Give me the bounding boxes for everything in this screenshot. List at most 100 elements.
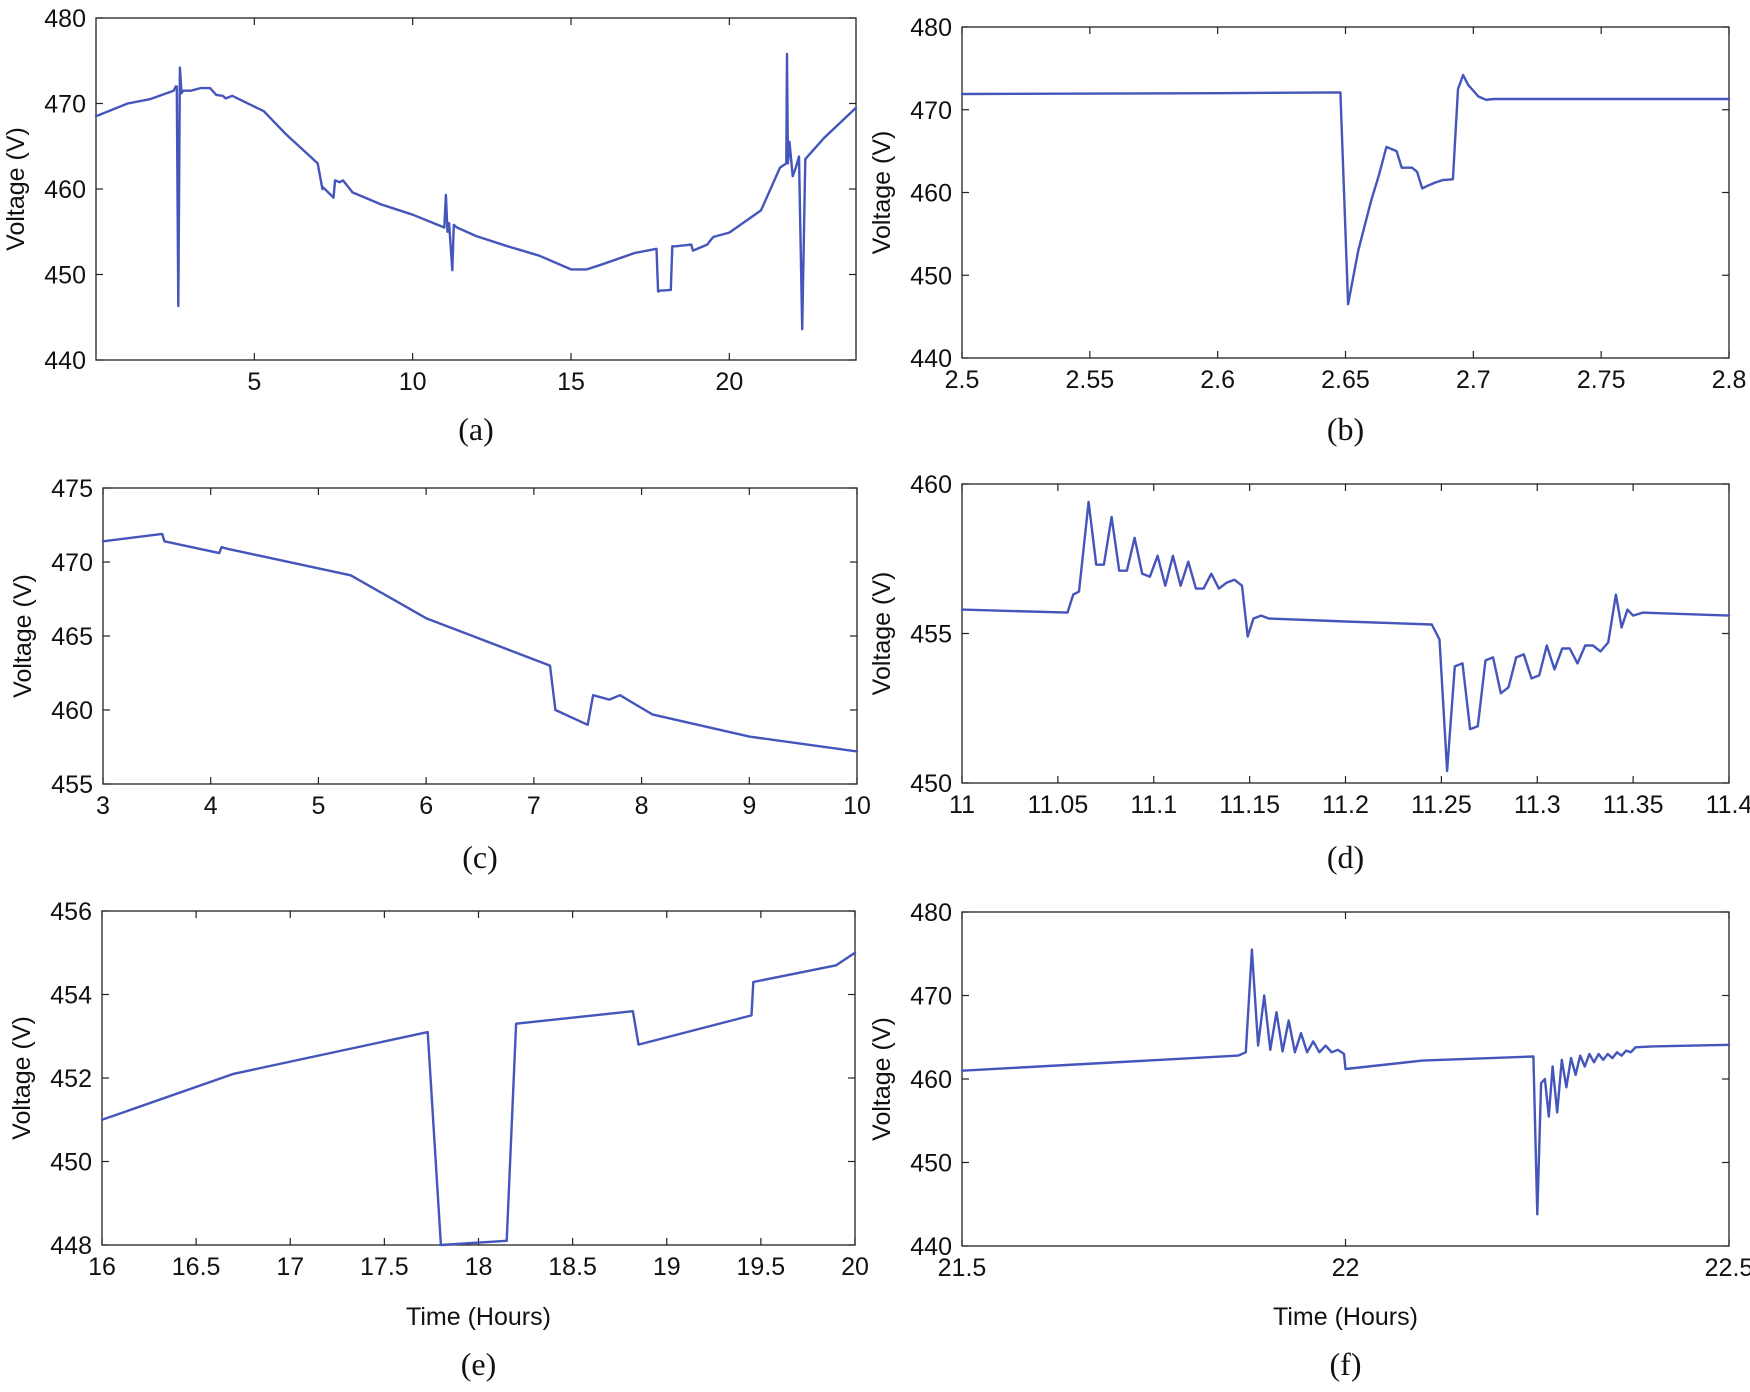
panel-label-a: (a) [458, 411, 494, 447]
x-tick-label: 10 [399, 368, 427, 396]
y-axis-label: Voltage (V) [2, 127, 30, 251]
x-tick-label: 9 [742, 792, 756, 820]
chart-panel-f: 21.5 22 22.5 440 450 460 470 480 Voltage (V) Time… [868, 899, 1750, 1382]
chart-panel-e: 16 16.5 17 17.5 18 18.5 19 19.5 20 448 450 452 454 45… [8, 898, 869, 1382]
y-tick-label: 455 [51, 771, 93, 799]
series-line-b [960, 73, 1731, 306]
x-axis-label: Time (Hours) [1273, 1303, 1418, 1331]
chart-panel-c: 3 4 5 6 7 8 9 10 455 460 465 470 475 Voltage (V) (c) [9, 475, 871, 875]
y-axis-label: Voltage (V) [868, 131, 896, 255]
y-tick-label: 456 [50, 898, 92, 926]
x-tick-label: 6 [419, 792, 433, 820]
y-tick-label: 470 [910, 97, 952, 125]
y-tick-label: 470 [51, 549, 93, 577]
x-tick-label: 2.75 [1577, 366, 1626, 394]
y-tick-label: 440 [44, 347, 86, 375]
series-line-d [960, 500, 1731, 773]
x-tick-label: 19.5 [737, 1253, 786, 1281]
x-tick-label: 2.8 [1712, 366, 1747, 394]
x-tick-label: 3 [96, 792, 110, 820]
plot-frame [961, 911, 1730, 1247]
x-tick-label: 11.35 [1603, 791, 1664, 819]
plot-frame [102, 487, 858, 785]
y-tick-label: 440 [910, 1233, 952, 1261]
x-tick-label: 11.15 [1219, 791, 1280, 819]
x-tick-label: 8 [635, 792, 649, 820]
y-tick-label: 450 [910, 262, 952, 290]
plot-frame [101, 910, 856, 1246]
y-tick-label: 450 [50, 1149, 92, 1177]
plot-frame [961, 483, 1730, 784]
x-tick-label: 18 [465, 1253, 493, 1281]
x-tick-label: 11 [949, 791, 975, 819]
x-tick-label: 2.55 [1065, 366, 1114, 394]
y-tick-label: 454 [50, 982, 92, 1010]
x-tick-label: 16.5 [172, 1253, 221, 1281]
x-tick-label: 2.6 [1200, 366, 1235, 394]
panel-label-c: (c) [462, 839, 498, 875]
x-tick-label: 21.5 [938, 1254, 987, 1282]
x-tick-label: 15 [557, 368, 585, 396]
x-tick-label: 5 [247, 368, 261, 396]
series-line-f [960, 948, 1731, 1216]
x-tick-label: 20 [841, 1253, 869, 1281]
x-tick-label: 16 [88, 1253, 116, 1281]
y-axis-label: Voltage (V) [868, 572, 896, 696]
x-axis-label: Time (Hours) [406, 1303, 551, 1331]
panel-label-e: (e) [461, 1346, 497, 1382]
x-tick-label: 18.5 [548, 1253, 597, 1281]
y-axis-label: Voltage (V) [9, 574, 37, 698]
x-tick-label: 5 [311, 792, 325, 820]
x-tick-label: 4 [204, 792, 218, 820]
series-line-a [94, 52, 858, 331]
x-tick-label: 11.05 [1028, 791, 1089, 819]
y-tick-label: 475 [51, 475, 93, 503]
panel-label-b: (b) [1327, 411, 1364, 447]
chart-panel-d: 11 11.05 11.1 11.15 11.2 11.25 11.3 11.35 11.4 45… [868, 471, 1750, 875]
plot-frame [95, 17, 857, 361]
y-tick-label: 470 [910, 983, 952, 1011]
series-line-e [100, 951, 857, 1247]
x-tick-label: 2.65 [1321, 366, 1370, 394]
x-tick-label: 2.7 [1456, 366, 1491, 394]
x-tick-label: 17.5 [360, 1253, 409, 1281]
x-tick-label: 17 [276, 1253, 304, 1281]
x-tick-label: 19 [653, 1253, 681, 1281]
y-tick-label: 448 [50, 1232, 92, 1260]
y-tick-label: 450 [910, 770, 952, 798]
x-tick-label: 10 [843, 792, 871, 820]
y-tick-label: 452 [50, 1065, 92, 1093]
y-axis-label: Voltage (V) [8, 1016, 36, 1140]
y-tick-label: 470 [44, 91, 86, 119]
x-tick-label: 22 [1332, 1254, 1360, 1282]
y-tick-label: 460 [910, 1066, 952, 1094]
plot-frame [961, 26, 1730, 359]
y-tick-label: 460 [910, 180, 952, 208]
y-tick-label: 480 [44, 5, 86, 33]
y-tick-label: 465 [51, 623, 93, 651]
y-tick-label: 480 [910, 899, 952, 927]
chart-panel-a: 5 10 15 20 440 450 460 470 480 Voltage (V) (a) [2, 5, 858, 447]
chart-panel-b: 2.5 2.55 2.6 2.65 2.7 2.75 2.8 440 450 460 470 480 V… [868, 14, 1746, 447]
panel-label-d: (d) [1327, 839, 1364, 875]
y-tick-label: 480 [910, 14, 952, 42]
y-tick-label: 455 [910, 621, 952, 649]
x-tick-label: 11.3 [1514, 791, 1561, 819]
y-tick-label: 440 [910, 345, 952, 373]
x-tick-label: 11.2 [1322, 791, 1369, 819]
x-tick-label: 11.25 [1411, 791, 1472, 819]
y-tick-label: 450 [44, 262, 86, 290]
panel-label-f: (f) [1330, 1346, 1362, 1382]
x-tick-label: 11.4 [1706, 791, 1750, 819]
y-tick-label: 460 [44, 176, 86, 204]
x-tick-label: 2.5 [945, 366, 980, 394]
y-axis-label: Voltage (V) [868, 1017, 896, 1141]
y-tick-label: 460 [51, 697, 93, 725]
x-tick-label: 11.1 [1130, 791, 1177, 819]
x-tick-label: 20 [715, 368, 743, 396]
y-tick-label: 460 [910, 471, 952, 499]
x-tick-label: 7 [527, 792, 541, 820]
y-tick-label: 450 [910, 1150, 952, 1178]
series-line-c [101, 532, 859, 753]
